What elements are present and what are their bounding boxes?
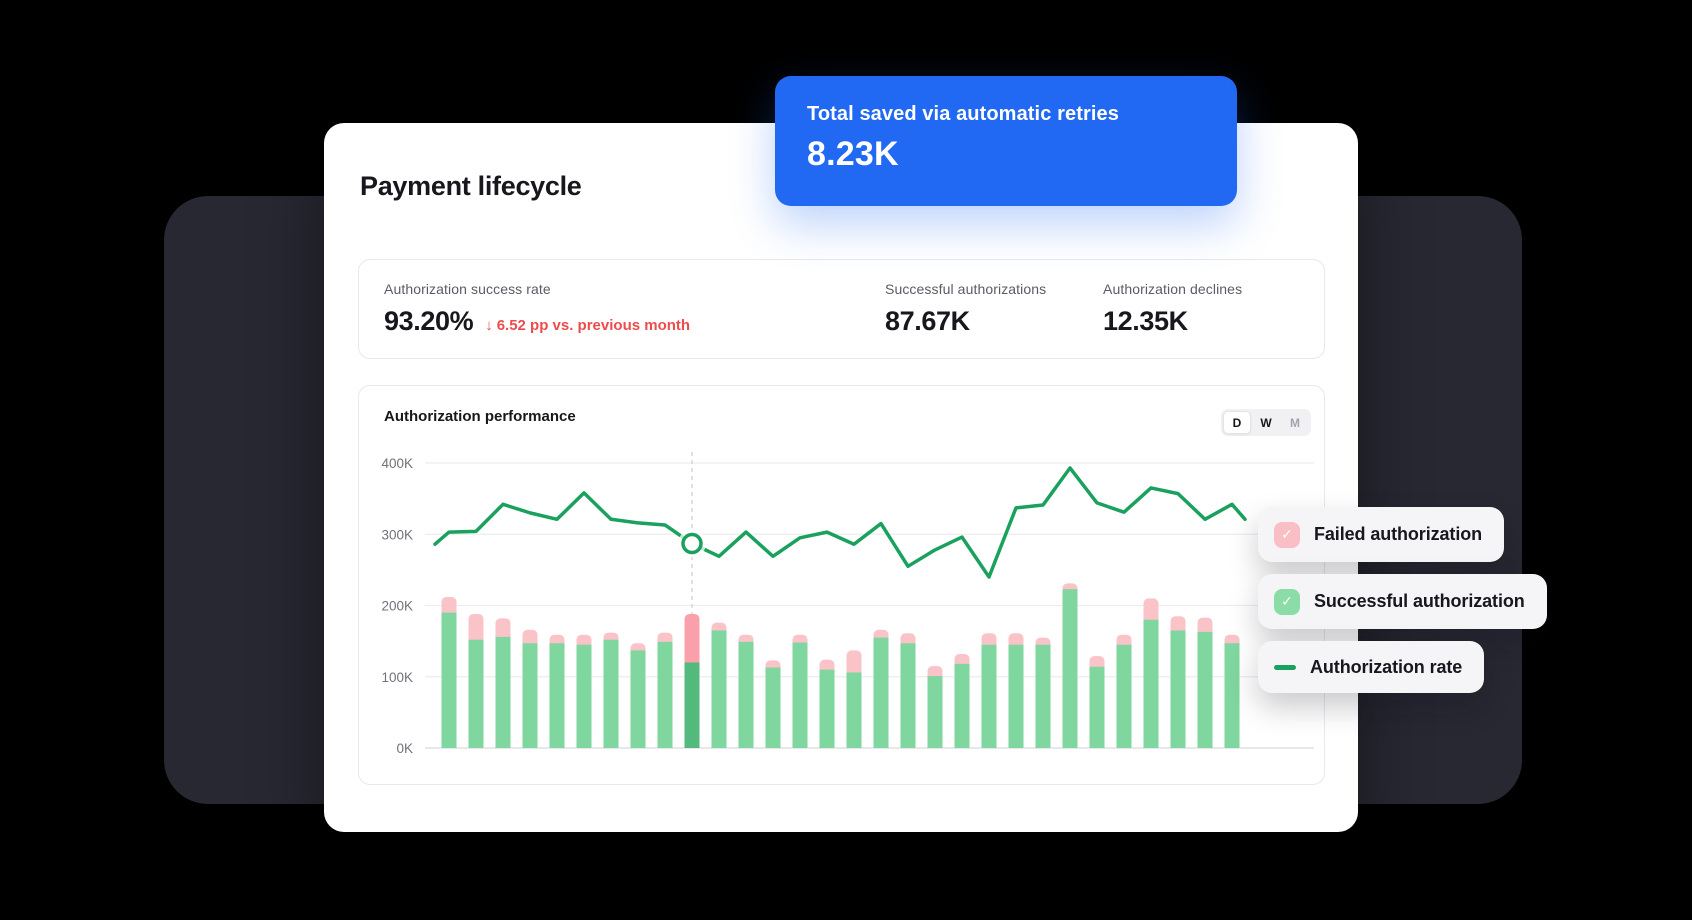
stat-label: Successful authorizations xyxy=(885,281,1047,297)
range-toggle-week[interactable]: W xyxy=(1260,415,1272,430)
payment-lifecycle-card: Payment lifecycle Authorization success … xyxy=(324,123,1358,832)
successful-authorization-bar[interactable] xyxy=(819,669,835,748)
stat-successful-authorizations: Successful authorizations 87.67K xyxy=(885,281,1046,337)
stat-authorization-success-rate: Authorization success rate 93.20% ↓ 6.52… xyxy=(384,281,690,337)
stat-value: 87.67K xyxy=(885,306,970,336)
legend-successful-authorization[interactable]: ✓ Successful authorization xyxy=(1258,574,1547,629)
successful-authorization-bar[interactable] xyxy=(792,642,808,748)
y-axis-tick: 100K xyxy=(381,670,413,685)
successful-authorization-bar[interactable] xyxy=(495,636,511,748)
legend-label: Failed authorization xyxy=(1314,524,1483,544)
failed-authorization-bar[interactable] xyxy=(495,618,511,643)
successful-authorization-bar[interactable] xyxy=(1224,643,1240,748)
failed-authorization-bar[interactable] xyxy=(1143,598,1159,626)
stats-summary-card: Authorization success rate 93.20% ↓ 6.52… xyxy=(358,259,1325,359)
stat-label: Authorization success rate xyxy=(384,281,551,297)
successful-authorization-bar[interactable] xyxy=(441,612,457,748)
successful-authorization-bar[interactable] xyxy=(738,641,754,748)
successful-authorization-bar[interactable] xyxy=(1116,644,1132,748)
successful-authorization-bar[interactable] xyxy=(711,630,727,748)
range-toggle-day[interactable]: D xyxy=(1223,411,1251,434)
legend-label: Authorization rate xyxy=(1310,656,1463,677)
legend-label: Successful authorization xyxy=(1314,591,1525,611)
stat-delta-text: 6.52 pp vs. previous month xyxy=(496,317,691,334)
successful-authorization-bar[interactable] xyxy=(1035,644,1051,748)
failed-authorization-bar[interactable] xyxy=(684,614,700,669)
stat-value: 93.20% xyxy=(384,306,474,336)
authorization-rate-line xyxy=(433,466,1247,579)
chart-title: Authorization performance xyxy=(384,408,576,425)
successful-authorization-bar[interactable] xyxy=(900,643,916,748)
successful-authorization-bar[interactable] xyxy=(927,676,943,748)
successful-authorization-bar[interactable] xyxy=(684,662,700,749)
successful-authorization-bar[interactable] xyxy=(1089,666,1105,748)
successful-authorization-bar[interactable] xyxy=(954,663,970,748)
stat-value: 12.35K xyxy=(1103,306,1188,336)
y-axis-tick: 400K xyxy=(381,456,413,471)
retries-callout-value: 8.23K xyxy=(807,135,899,173)
successful-authorization-bar[interactable] xyxy=(1143,619,1159,748)
y-axis-tick: 0K xyxy=(396,741,413,756)
failed-checkbox-icon[interactable]: ✓ xyxy=(1274,521,1300,548)
authorization-performance-card: Authorization performance D W M 400K 300K… xyxy=(358,385,1325,785)
successful-authorization-bar[interactable] xyxy=(1170,630,1186,748)
failed-authorization-bar[interactable] xyxy=(468,614,484,646)
y-axis-tick: 200K xyxy=(381,599,413,614)
y-axis-tick: 300K xyxy=(381,527,413,542)
range-toggle: D W M xyxy=(1221,409,1311,436)
range-toggle-month[interactable]: M xyxy=(1290,415,1300,430)
successful-authorization-bar[interactable] xyxy=(981,644,997,748)
successful-authorization-bar[interactable] xyxy=(603,639,619,748)
stat-label: Authorization declines xyxy=(1103,281,1243,297)
successful-authorization-bar[interactable] xyxy=(549,643,565,748)
successful-authorization-bar[interactable] xyxy=(846,672,862,748)
arrow-down-icon: ↓ xyxy=(485,317,493,334)
retries-callout: Total saved via automatic retries 8.23K xyxy=(775,76,1237,206)
successful-authorization-bar[interactable] xyxy=(765,667,781,748)
stat-delta-badge: ↓ 6.52 pp vs. previous month xyxy=(485,317,690,334)
legend-authorization-rate[interactable]: Authorization rate xyxy=(1258,641,1485,693)
legend-failed-authorization[interactable]: ✓ Failed authorization xyxy=(1258,507,1505,562)
selected-point-marker[interactable] xyxy=(681,532,703,555)
stat-authorization-declines: Authorization declines 12.35K xyxy=(1103,281,1242,337)
successful-authorization-bar[interactable] xyxy=(1008,644,1024,748)
retries-callout-title: Total saved via automatic retries xyxy=(807,103,1119,125)
page-title: Payment lifecycle xyxy=(360,171,582,201)
successful-authorization-bar[interactable] xyxy=(468,639,484,748)
successful-authorization-bar[interactable] xyxy=(1197,631,1213,748)
successful-authorization-bar[interactable] xyxy=(1062,589,1078,748)
successful-authorization-bar[interactable] xyxy=(522,643,538,748)
failed-authorization-bar[interactable] xyxy=(846,650,862,679)
successful-checkbox-icon[interactable]: ✓ xyxy=(1274,588,1300,615)
authorization-performance-chart[interactable]: 400K 300K 200K 100K 0K xyxy=(369,438,1319,770)
line-swatch-icon xyxy=(1274,664,1296,670)
successful-authorization-bar[interactable] xyxy=(657,641,673,748)
successful-authorization-bar[interactable] xyxy=(630,650,646,748)
successful-authorization-bar[interactable] xyxy=(873,637,889,748)
successful-authorization-bar[interactable] xyxy=(576,644,592,748)
